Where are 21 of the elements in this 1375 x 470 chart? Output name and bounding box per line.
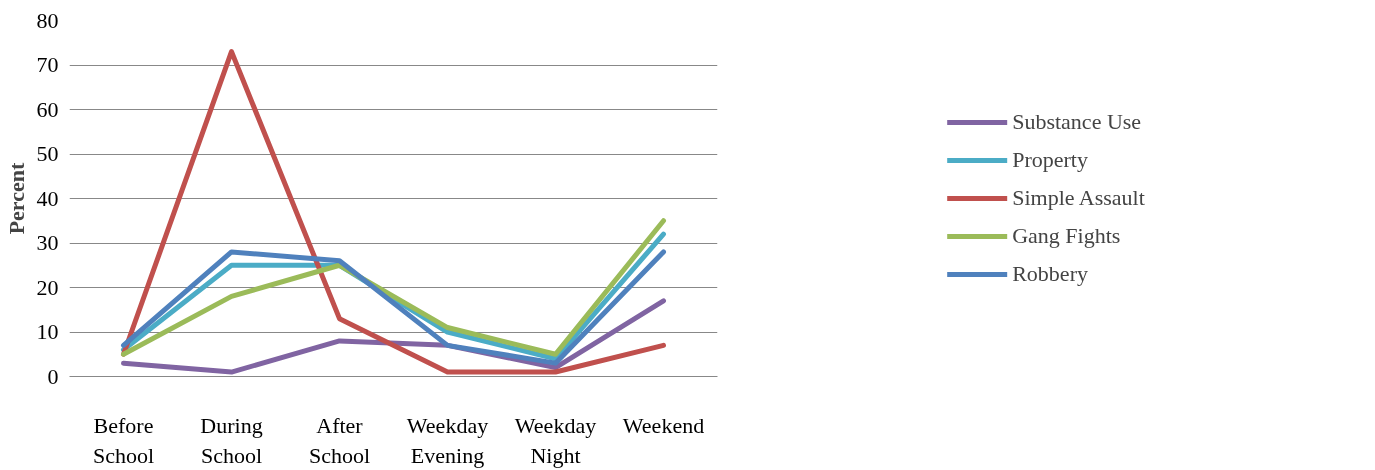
legend-label: Simple Assault bbox=[1012, 185, 1145, 211]
x-tick-label: Weekday Night bbox=[514, 412, 597, 468]
x-tick-label: Before School bbox=[92, 412, 155, 468]
x-tick-label: Weekend bbox=[622, 412, 705, 438]
y-tick-label: 50 bbox=[36, 141, 59, 166]
legend-label: Robbery bbox=[1012, 261, 1088, 287]
y-tick-label: 40 bbox=[36, 185, 59, 211]
y-tick-label: 30 bbox=[36, 230, 59, 255]
legend-label: Property bbox=[1012, 147, 1088, 173]
y-tick-label: 60 bbox=[36, 96, 59, 122]
y-axis-title: Percent bbox=[3, 162, 29, 235]
x-tick-label: Weekday Evening bbox=[406, 412, 489, 468]
y-tick-label: 0 bbox=[47, 363, 59, 389]
legend-label: Substance Use bbox=[1012, 109, 1142, 135]
y-tick-label: 20 bbox=[36, 274, 59, 300]
x-tick-label: During School bbox=[200, 412, 263, 468]
y-tick-label: 70 bbox=[36, 52, 59, 77]
x-tick-label: After School bbox=[308, 412, 371, 468]
legend-label: Gang Fights bbox=[1012, 223, 1121, 249]
y-tick-label: 10 bbox=[36, 319, 59, 344]
y-tick-label: 80 bbox=[36, 7, 59, 33]
